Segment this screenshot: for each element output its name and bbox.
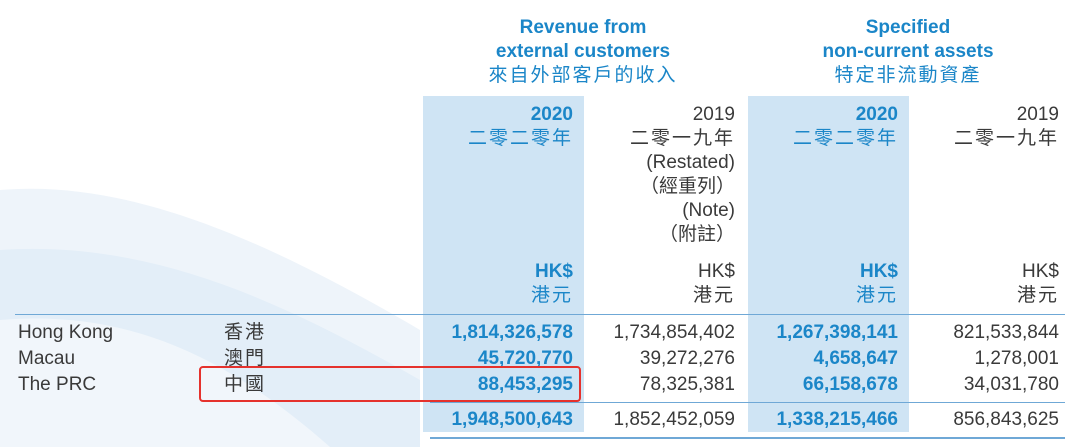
col2-note-zh: （附註） bbox=[658, 224, 735, 245]
col2-year: 2019 bbox=[692, 104, 735, 125]
cell-prc-rev-2019: 78,325,381 bbox=[639, 374, 735, 395]
header-revenue-en-1: Revenue from bbox=[519, 17, 647, 38]
row-label-zh-prc: 中國 bbox=[224, 374, 267, 395]
cell-prc-assets-2020: 66,158,678 bbox=[802, 374, 898, 395]
header-revenue: Revenue from external customers 來自外部客戶的收… bbox=[443, 16, 723, 88]
col1-currency: HK$ 港元 bbox=[531, 260, 573, 308]
total-assets-2020: 1,338,215,466 bbox=[776, 409, 898, 430]
col1-year-zh: 二零二零年 bbox=[467, 128, 573, 149]
col2-note: (Note) bbox=[682, 200, 735, 221]
col1-currency-en: HK$ bbox=[534, 261, 573, 282]
col3-year-zh: 二零二零年 bbox=[792, 128, 898, 149]
cell-macau-assets-2020: 4,658,647 bbox=[813, 348, 898, 369]
table-rule-bottom bbox=[430, 437, 1065, 439]
cell-prc-assets-2019: 34,031,780 bbox=[963, 374, 1059, 395]
col1-currency-zh: 港元 bbox=[530, 285, 573, 306]
row-label-zh-macau: 澳門 bbox=[224, 348, 267, 369]
header-revenue-zh: 來自外部客戶的收入 bbox=[488, 65, 678, 86]
table-rule-subtotal bbox=[430, 402, 1065, 403]
col2-restated: (Restated) bbox=[646, 152, 735, 173]
col4-currency: HK$ 港元 bbox=[1017, 260, 1059, 308]
table-rule-top bbox=[15, 314, 1065, 315]
cell-hk-assets-2020: 1,267,398,141 bbox=[776, 322, 898, 343]
col2-currency-en: HK$ bbox=[698, 261, 735, 282]
row-label-hong-kong: Hong Kong bbox=[18, 322, 114, 343]
col2-year-zh: 二零一九年 bbox=[629, 128, 735, 149]
total-rev-2020: 1,948,500,643 bbox=[451, 409, 573, 430]
col4-currency-en: HK$ bbox=[1022, 261, 1059, 282]
cell-macau-rev-2020: 45,720,770 bbox=[477, 348, 573, 369]
col4-year: 2019 bbox=[1016, 104, 1059, 125]
col3-currency-zh: 港元 bbox=[855, 285, 898, 306]
col-header-1: 2020 二零二零年 bbox=[468, 103, 573, 151]
col2-currency: HK$ 港元 bbox=[693, 260, 735, 308]
highlight-box bbox=[199, 366, 581, 402]
row-label-prc: The PRC bbox=[18, 374, 97, 395]
header-assets-en-1: Specified bbox=[865, 17, 951, 38]
col2-currency-zh: 港元 bbox=[692, 285, 735, 306]
col4-year-zh: 二零一九年 bbox=[953, 128, 1059, 149]
row-label-zh-hong-kong: 香港 bbox=[224, 322, 267, 343]
total-rev-2019: 1,852,452,059 bbox=[613, 409, 735, 430]
shade-assets-2020 bbox=[748, 96, 909, 432]
header-assets-zh: 特定非流動資產 bbox=[834, 65, 982, 86]
cell-hk-assets-2019: 821,533,844 bbox=[953, 322, 1059, 343]
header-revenue-en-2: external customers bbox=[495, 41, 671, 62]
col3-currency: HK$ 港元 bbox=[856, 260, 898, 308]
total-assets-2019: 856,843,625 bbox=[953, 409, 1059, 430]
col-header-4: 2019 二零一九年 bbox=[954, 103, 1059, 151]
col-header-3: 2020 二零二零年 bbox=[793, 103, 898, 151]
col4-currency-zh: 港元 bbox=[1016, 285, 1059, 306]
col2-restated-zh: （經重列） bbox=[639, 176, 735, 197]
col3-year: 2020 bbox=[855, 104, 898, 125]
cell-hk-rev-2019: 1,734,854,402 bbox=[613, 322, 735, 343]
header-assets-en-2: non-current assets bbox=[822, 41, 994, 62]
cell-macau-rev-2019: 39,272,276 bbox=[639, 348, 735, 369]
cell-macau-assets-2019: 1,278,001 bbox=[974, 348, 1059, 369]
shade-revenue-2020 bbox=[423, 96, 584, 432]
col3-currency-en: HK$ bbox=[859, 261, 898, 282]
cell-prc-rev-2020: 88,453,295 bbox=[477, 374, 573, 395]
col-header-2: 2019 二零一九年 (Restated) （經重列） (Note) （附註） bbox=[630, 103, 735, 247]
col1-year: 2020 bbox=[530, 104, 573, 125]
cell-hk-rev-2020: 1,814,326,578 bbox=[451, 322, 573, 343]
row-label-macau: Macau bbox=[18, 348, 76, 369]
header-assets: Specified non-current assets 特定非流動資產 bbox=[768, 16, 1048, 88]
